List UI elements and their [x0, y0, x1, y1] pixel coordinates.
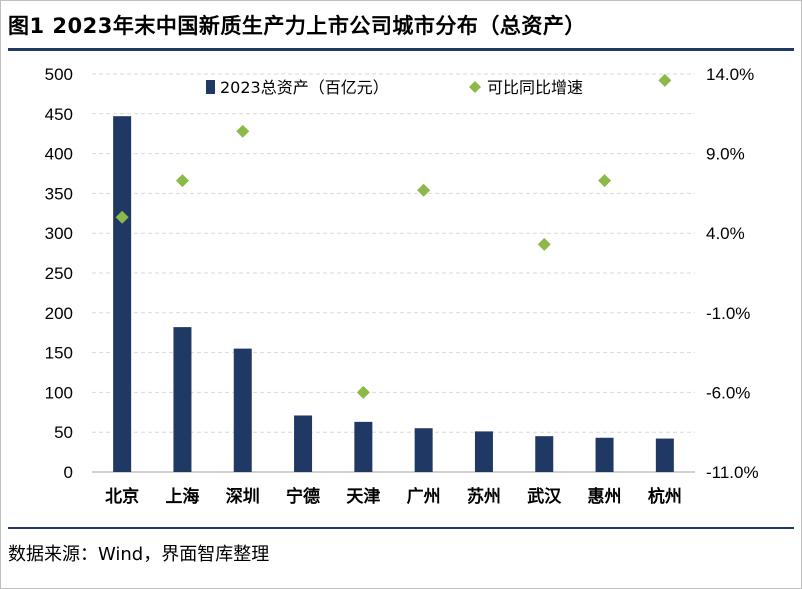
legend-bar-swatch	[206, 80, 215, 94]
bar-广州	[414, 428, 433, 472]
gridlines	[92, 73, 695, 473]
source-note: 数据来源：Wind，界面智库整理	[8, 544, 270, 565]
right-tick-label: 9.0%	[706, 145, 745, 164]
left-tick-label: 500	[45, 65, 73, 84]
bar-惠州	[595, 437, 614, 472]
bar-上海	[173, 327, 192, 472]
category-label: 武汉	[527, 486, 562, 507]
bar-苏州	[474, 431, 493, 472]
marker-北京	[115, 210, 129, 224]
marker-杭州	[658, 73, 672, 87]
left-tick-label: 250	[45, 264, 73, 283]
bar-series	[113, 116, 674, 473]
left-tick-label: 350	[45, 184, 73, 203]
bar-杭州	[655, 438, 674, 472]
category-label: 上海	[165, 486, 199, 507]
marker-武汉	[537, 237, 551, 251]
marker-深圳	[236, 124, 250, 138]
legend-marker-label: 可比同比增速	[487, 78, 583, 97]
category-label: 深圳	[226, 486, 260, 507]
chart-title: 图1 2023年末中国新质生产力上市公司城市分布（总资产）	[8, 14, 586, 38]
source-rule	[8, 527, 794, 529]
left-tick-label: 50	[54, 423, 73, 442]
marker-惠州	[598, 174, 612, 188]
category-label: 北京	[105, 486, 139, 507]
category-labels: 北京 上海 深圳 宁德 天津 广州 苏州 武汉 惠州 杭州	[105, 486, 682, 507]
left-axis-ticks: 0 50 100 150 200 250 300 350 400 450 500	[45, 65, 73, 482]
left-tick-label: 300	[45, 224, 73, 243]
category-label: 杭州	[648, 486, 682, 507]
bar-深圳	[233, 348, 252, 472]
left-tick-label: 150	[45, 344, 73, 363]
marker-series	[115, 73, 672, 399]
right-axis-ticks: -11.0% -6.0% -1.0% 4.0% 9.0% 14.0%	[706, 65, 759, 482]
left-tick-label: 400	[45, 145, 73, 164]
bar-武汉	[535, 436, 554, 472]
category-label: 苏州	[467, 486, 501, 507]
left-tick-label: 0	[64, 463, 73, 482]
right-tick-label: 4.0%	[706, 224, 745, 243]
marker-上海	[175, 174, 189, 188]
title-rule	[8, 48, 794, 51]
right-tick-label: -11.0%	[706, 463, 759, 482]
category-label: 天津	[346, 486, 380, 507]
legend-marker-swatch	[469, 81, 481, 93]
marker-广州	[417, 183, 431, 197]
marker-天津	[356, 385, 370, 399]
right-tick-label: 14.0%	[706, 65, 754, 84]
left-tick-label: 100	[45, 383, 73, 402]
category-label: 惠州	[588, 486, 622, 507]
bar-天津	[354, 421, 373, 472]
legend-bar-label: 2023总资产（百亿元）	[220, 78, 389, 97]
left-tick-label: 200	[45, 304, 73, 323]
bar-北京	[113, 116, 132, 473]
category-label: 宁德	[286, 486, 320, 507]
legend: 2023总资产（百亿元） 可比同比增速	[206, 78, 583, 97]
category-label: 广州	[407, 486, 441, 507]
left-tick-label: 450	[45, 105, 73, 124]
right-tick-label: -6.0%	[706, 383, 750, 402]
bar-宁德	[294, 415, 313, 472]
right-tick-label: -1.0%	[706, 304, 750, 323]
